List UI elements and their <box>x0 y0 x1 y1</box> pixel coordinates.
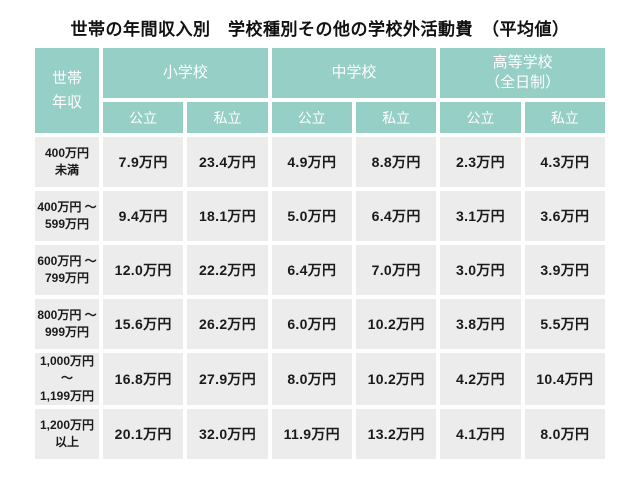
sub-header-junior-high-public: 公立 <box>271 102 352 133</box>
sub-header-row: 公立 私立 公立 私立 公立 私立 <box>35 102 605 133</box>
table-row: 400万円 未満 7.9万円 23.4万円 4.9万円 8.8万円 2.3万円 … <box>35 137 605 187</box>
value-cell: 26.2万円 <box>187 299 268 349</box>
value-cell: 6.4万円 <box>355 191 437 241</box>
income-school-cost-table: 世帯 年収 小学校 中学校 高等学校 （全日制） 公立 私立 公立 私立 公立 … <box>31 44 609 463</box>
value-cell: 12.0万円 <box>103 245 184 295</box>
sub-header-elementary-private: 私立 <box>187 102 268 133</box>
row-label: 800万円 ～ 999万円 <box>35 299 99 349</box>
value-cell: 8.0万円 <box>271 353 352 406</box>
row-label: 1,000万円～ 1,199万円 <box>35 353 99 406</box>
value-cell: 15.6万円 <box>103 299 184 349</box>
row-label: 600万円 ～ 799万円 <box>35 245 99 295</box>
value-cell: 10.2万円 <box>355 353 437 406</box>
table-row: 1,200万円 以上 20.1万円 32.0万円 11.9万円 13.2万円 4… <box>35 409 605 460</box>
sub-header-high-school-private: 私立 <box>524 102 605 133</box>
row-label: 1,200万円 以上 <box>35 409 99 460</box>
table-row: 1,000万円～ 1,199万円 16.8万円 27.9万円 8.0万円 10.… <box>35 353 605 406</box>
value-cell: 10.4万円 <box>524 353 605 406</box>
value-cell: 3.1万円 <box>440 191 521 241</box>
value-cell: 8.8万円 <box>355 137 437 187</box>
group-header-elementary-school: 小学校 <box>103 48 268 98</box>
table-row: 400万円 ～ 599万円 9.4万円 18.1万円 5.0万円 6.4万円 3… <box>35 191 605 241</box>
sub-header-high-school-public: 公立 <box>440 102 521 133</box>
value-cell: 23.4万円 <box>187 137 268 187</box>
row-label: 400万円 ～ 599万円 <box>35 191 99 241</box>
page-title: 世帯の年間収入別 学校種別その他の学校外活動費 （平均値） <box>70 20 570 39</box>
value-cell: 2.3万円 <box>440 137 521 187</box>
value-cell: 9.4万円 <box>103 191 184 241</box>
value-cell: 7.9万円 <box>103 137 184 187</box>
value-cell: 10.2万円 <box>355 299 437 349</box>
value-cell: 4.3万円 <box>524 137 605 187</box>
value-cell: 11.9万円 <box>271 409 352 460</box>
group-header-junior-high-school: 中学校 <box>271 48 437 98</box>
value-cell: 27.9万円 <box>187 353 268 406</box>
value-cell: 20.1万円 <box>103 409 184 460</box>
value-cell: 16.8万円 <box>103 353 184 406</box>
sub-header-junior-high-private: 私立 <box>355 102 437 133</box>
value-cell: 3.8万円 <box>440 299 521 349</box>
value-cell: 5.0万円 <box>271 191 352 241</box>
value-cell: 7.0万円 <box>355 245 437 295</box>
value-cell: 32.0万円 <box>187 409 268 460</box>
value-cell: 5.5万円 <box>524 299 605 349</box>
sub-header-elementary-public: 公立 <box>103 102 184 133</box>
value-cell: 13.2万円 <box>355 409 437 460</box>
corner-header-household-income: 世帯 年収 <box>35 48 99 133</box>
value-cell: 3.9万円 <box>524 245 605 295</box>
value-cell: 4.9万円 <box>271 137 352 187</box>
row-label: 400万円 未満 <box>35 137 99 187</box>
group-header-row: 世帯 年収 小学校 中学校 高等学校 （全日制） <box>35 48 605 133</box>
value-cell: 22.2万円 <box>187 245 268 295</box>
group-header-high-school: 高等学校 （全日制） <box>440 48 605 98</box>
value-cell: 4.1万円 <box>440 409 521 460</box>
value-cell: 8.0万円 <box>524 409 605 460</box>
value-cell: 3.6万円 <box>524 191 605 241</box>
value-cell: 6.0万円 <box>271 299 352 349</box>
value-cell: 4.2万円 <box>440 353 521 406</box>
value-cell: 6.4万円 <box>271 245 352 295</box>
value-cell: 3.0万円 <box>440 245 521 295</box>
table-row: 800万円 ～ 999万円 15.6万円 26.2万円 6.0万円 10.2万円… <box>35 299 605 349</box>
table-row: 600万円 ～ 799万円 12.0万円 22.2万円 6.4万円 7.0万円 … <box>35 245 605 295</box>
value-cell: 18.1万円 <box>187 191 268 241</box>
